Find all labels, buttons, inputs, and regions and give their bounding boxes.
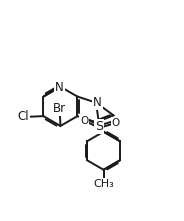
Text: CH₃: CH₃ <box>93 179 114 189</box>
Text: S: S <box>95 120 103 133</box>
Text: N: N <box>55 81 64 94</box>
Text: O: O <box>112 118 120 128</box>
Text: N: N <box>93 96 102 109</box>
Text: Cl: Cl <box>18 110 29 124</box>
Text: O: O <box>80 116 89 126</box>
Text: Br: Br <box>53 102 66 115</box>
